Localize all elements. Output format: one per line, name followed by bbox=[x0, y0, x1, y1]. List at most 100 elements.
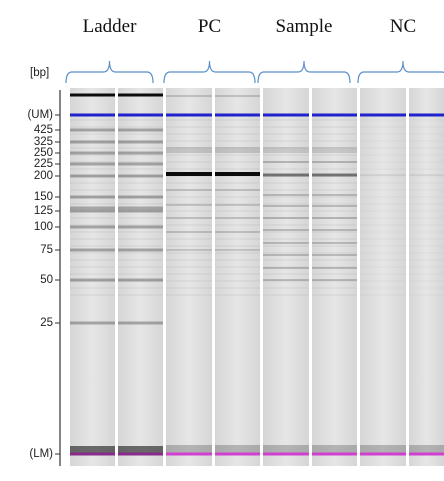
band bbox=[70, 321, 115, 325]
band bbox=[263, 203, 309, 205]
band bbox=[312, 266, 357, 268]
axis-label: 150 bbox=[34, 191, 53, 203]
band bbox=[166, 189, 212, 191]
band bbox=[312, 229, 357, 231]
band bbox=[118, 161, 163, 163]
band bbox=[118, 278, 163, 282]
band bbox=[263, 224, 309, 226]
axis-label: 75 bbox=[40, 244, 53, 256]
band bbox=[166, 133, 212, 135]
band bbox=[118, 266, 163, 268]
band bbox=[312, 267, 357, 269]
band bbox=[360, 238, 406, 240]
band bbox=[215, 189, 260, 191]
band bbox=[263, 238, 309, 240]
band bbox=[215, 445, 260, 455]
band bbox=[118, 280, 163, 282]
band bbox=[312, 254, 357, 256]
band bbox=[312, 287, 357, 289]
band bbox=[263, 217, 309, 219]
band bbox=[215, 249, 260, 251]
band bbox=[409, 119, 444, 121]
band bbox=[70, 189, 115, 191]
band bbox=[166, 147, 212, 149]
band bbox=[166, 161, 212, 163]
band bbox=[118, 248, 163, 252]
band bbox=[118, 128, 163, 132]
band bbox=[70, 195, 115, 199]
lower-marker bbox=[263, 452, 309, 456]
band bbox=[166, 273, 212, 275]
band bbox=[70, 196, 115, 198]
band bbox=[263, 182, 309, 184]
band bbox=[118, 225, 163, 229]
band bbox=[312, 245, 357, 247]
band bbox=[360, 119, 406, 121]
band bbox=[166, 217, 212, 219]
band bbox=[263, 189, 309, 191]
group-brace bbox=[65, 60, 154, 84]
axis-label: (LM) bbox=[29, 448, 53, 460]
band bbox=[70, 203, 115, 205]
band bbox=[118, 175, 163, 177]
band bbox=[312, 194, 357, 196]
band bbox=[409, 238, 444, 240]
axis-label: 125 bbox=[34, 205, 53, 217]
band bbox=[409, 445, 444, 455]
band bbox=[409, 140, 444, 142]
band bbox=[166, 126, 212, 128]
band bbox=[118, 252, 163, 254]
band bbox=[263, 245, 309, 247]
band bbox=[70, 175, 115, 177]
band bbox=[166, 294, 212, 296]
band bbox=[215, 217, 260, 219]
band bbox=[215, 204, 260, 206]
band bbox=[215, 161, 260, 163]
band bbox=[409, 217, 444, 219]
band bbox=[118, 321, 163, 325]
band bbox=[409, 259, 444, 261]
band bbox=[215, 133, 260, 135]
band bbox=[70, 287, 115, 289]
lane bbox=[263, 88, 309, 466]
band bbox=[118, 140, 163, 142]
band bbox=[166, 154, 212, 156]
band bbox=[215, 210, 260, 212]
band bbox=[409, 252, 444, 254]
band bbox=[263, 279, 309, 281]
band bbox=[360, 147, 406, 149]
band bbox=[166, 119, 212, 121]
band bbox=[166, 259, 212, 261]
band bbox=[409, 266, 444, 268]
band bbox=[360, 259, 406, 261]
lower-marker bbox=[360, 452, 406, 456]
band bbox=[409, 154, 444, 156]
band bbox=[166, 196, 212, 198]
band bbox=[70, 273, 115, 275]
band bbox=[118, 206, 163, 210]
band bbox=[312, 161, 357, 163]
band bbox=[118, 294, 163, 296]
band bbox=[70, 206, 115, 210]
band bbox=[166, 95, 212, 97]
band bbox=[360, 273, 406, 275]
axis-label: 25 bbox=[40, 317, 53, 329]
band bbox=[409, 203, 444, 205]
lane bbox=[118, 88, 163, 466]
band bbox=[263, 147, 309, 149]
band bbox=[409, 175, 444, 177]
band bbox=[409, 287, 444, 289]
band bbox=[360, 287, 406, 289]
band bbox=[360, 196, 406, 198]
band bbox=[360, 140, 406, 142]
band bbox=[70, 294, 115, 296]
band bbox=[360, 161, 406, 163]
group-brace bbox=[257, 60, 351, 84]
band bbox=[70, 210, 115, 212]
band bbox=[312, 238, 357, 240]
band bbox=[263, 126, 309, 128]
band bbox=[263, 252, 309, 254]
band bbox=[70, 174, 115, 178]
lane bbox=[166, 88, 212, 466]
band bbox=[409, 224, 444, 226]
